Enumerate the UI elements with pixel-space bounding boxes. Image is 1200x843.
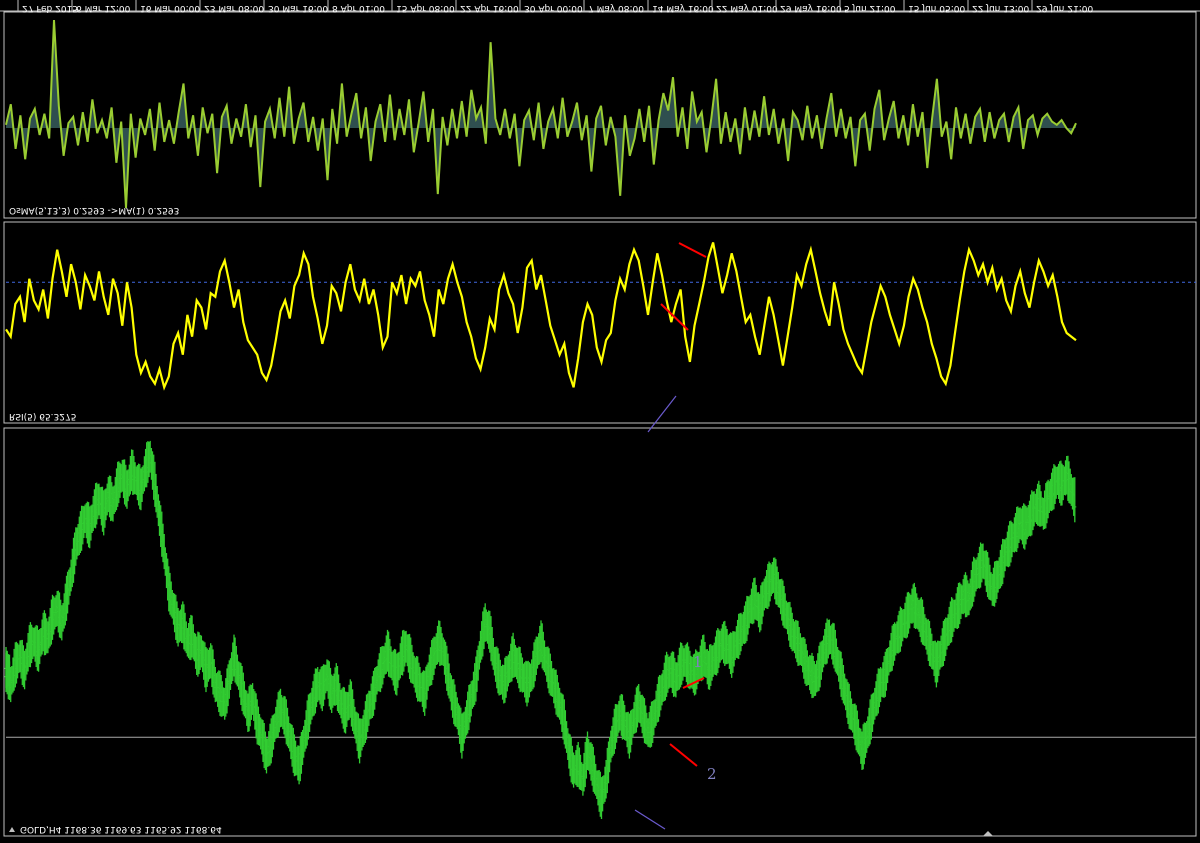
time-label: 30 Mar 16:00	[268, 3, 328, 13]
time-label: 22 Apr 16:00	[460, 3, 519, 13]
osma-panel	[5, 19, 1077, 209]
annotation-label-1: 1	[693, 653, 703, 671]
time-label: 22 Jun 13:00	[972, 3, 1029, 13]
panel-frames	[0, 10, 1200, 837]
rsi-blue-divergence-line	[647, 395, 677, 433]
annotations: 12	[634, 242, 717, 830]
rsi-panel	[5, 242, 1196, 391]
scroll-marker-icon	[983, 831, 993, 836]
osma-label: OsMA(5,13,3) 0.2593 ->MA(1) 0.2593	[9, 205, 179, 215]
time-label: 29 Jun 21:00	[1036, 3, 1093, 13]
rsi-frame	[3, 221, 1197, 424]
osma-line	[5, 19, 1077, 209]
time-label: 6 Mar 12:00	[76, 3, 131, 13]
time-label: 15 Apr 08:00	[396, 3, 455, 13]
time-label: 15 Jun 05:00	[908, 3, 965, 13]
rsi-label: RSI(5) 65.3275	[9, 411, 76, 421]
annotation-label-2: 2	[707, 765, 717, 783]
price-red-mark-upper	[682, 677, 705, 689]
time-label: 5 Jun 21:00	[844, 3, 896, 13]
rsi-line	[5, 242, 1077, 391]
price-label: GOLD,H4 1168.36 1169.63 1165.92 1168.64	[20, 824, 222, 834]
time-label: 30 Apr 00:00	[524, 3, 583, 13]
rsi-red-mark-lower	[660, 303, 689, 331]
time-label: 14 May 16:00	[652, 3, 714, 13]
osma-frame	[3, 11, 1197, 219]
time-label: 16 Mar 00:00	[140, 3, 200, 13]
price-panel-marker-icon	[9, 827, 15, 832]
time-label: 8 Apr 01:00	[332, 3, 385, 13]
price-red-mark-lower	[669, 743, 698, 767]
price-panel	[4, 440, 1196, 819]
panel-labels: OsMA(5,13,3) 0.2593 ->MA(1) 0.2593 RSI(5)…	[9, 205, 993, 836]
time-label: 22 May 01:00	[716, 3, 778, 13]
time-label: 7 May 08:00	[588, 3, 644, 13]
price-frame	[3, 427, 1197, 837]
time-label: 23 Mar 08:00	[204, 3, 264, 13]
price-blue-divergence-line	[634, 809, 666, 830]
time-label: 29 May 16:00	[780, 3, 842, 13]
rsi-red-mark-upper	[678, 242, 707, 258]
time-label: 27 Feb 2015	[22, 3, 78, 13]
